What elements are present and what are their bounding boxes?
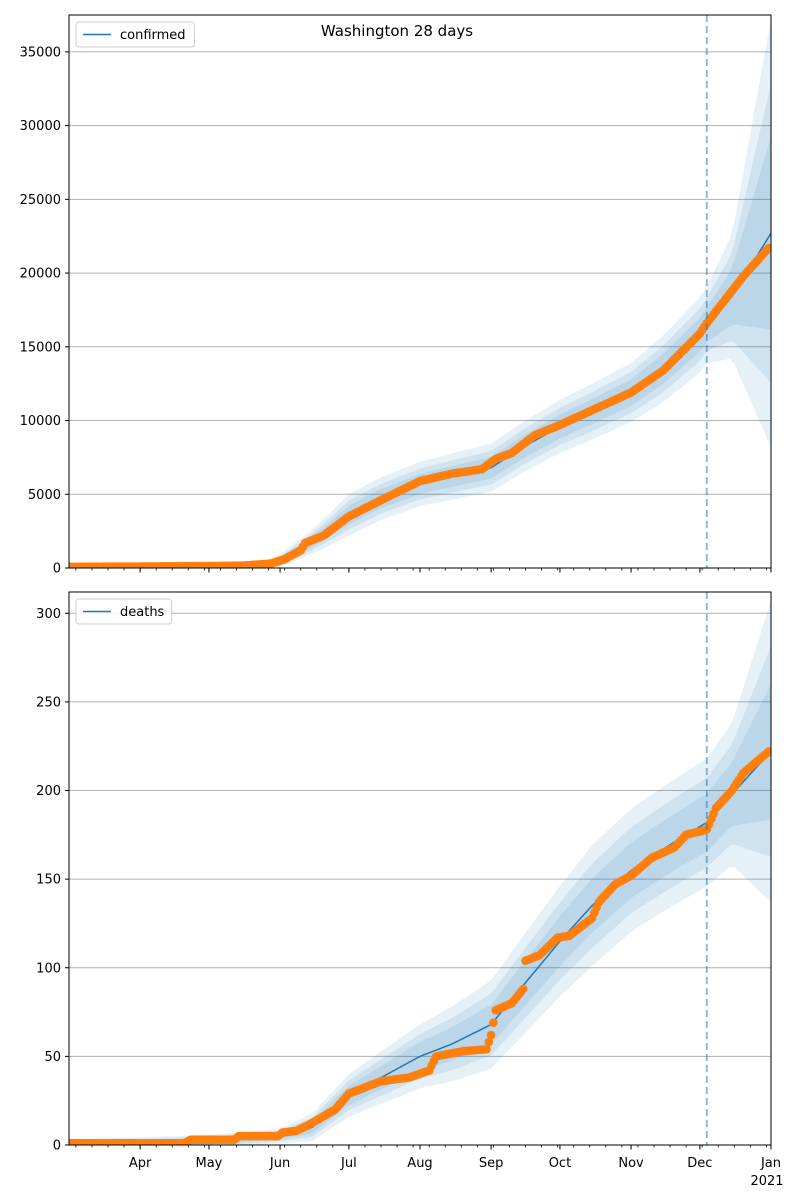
y-tick-label: 5000	[28, 488, 61, 503]
observed-point	[764, 747, 771, 756]
plot-area	[69, 600, 771, 1145]
deaths-panel: 0 50 100 150 200 250 300 Apr May Jun Jul Aug Sep Oct N…	[36, 591, 784, 1189]
figure-title: Washington 28 days	[321, 22, 473, 40]
observed-point	[482, 1045, 491, 1054]
fit-line-confirmed	[69, 232, 771, 568]
y-tick-label: 50	[44, 1050, 61, 1065]
y-tick-label: 20000	[20, 267, 61, 282]
uncertainty-band-3	[69, 683, 771, 1145]
y-tick-label: 200	[36, 784, 61, 799]
legend-box	[75, 21, 195, 48]
axes-frame	[68, 14, 772, 569]
x-tick-label: Apr	[129, 1156, 152, 1171]
y-tick-label: 250	[36, 695, 61, 710]
legend-label: confirmed	[120, 28, 186, 43]
uncertainty-band-2	[69, 646, 771, 1145]
legend: confirmed	[75, 21, 195, 48]
y-tick-label: 0	[53, 1139, 61, 1154]
confirmed-panel: 0 5000 10000 15000 20000 25000 30000 35000 confi…	[20, 14, 772, 577]
y-tick-label: 25000	[20, 193, 61, 208]
observed-points	[69, 243, 771, 568]
y-tick-label: 100	[36, 961, 61, 976]
legend-label: deaths	[120, 605, 165, 620]
axes-frame	[68, 591, 772, 1146]
x-tick-label: Jul	[340, 1156, 357, 1171]
y-tick-label: 10000	[20, 414, 61, 429]
x-tick-label: Jun	[269, 1156, 290, 1171]
y-tick-label: 150	[36, 873, 61, 888]
legend-box	[75, 598, 173, 625]
y-tick-label: 30000	[20, 119, 61, 134]
plot-area	[69, 19, 771, 568]
observed-point	[518, 984, 528, 994]
x-tick-label: Nov	[618, 1156, 644, 1171]
x-year-label: 2021	[750, 1174, 783, 1189]
x-tick-label: Jan	[760, 1156, 781, 1171]
y-tick-label: 35000	[20, 45, 61, 60]
uncertainty-band-2	[69, 83, 771, 568]
observed-point	[484, 1037, 494, 1047]
x-tick-label: May	[195, 1156, 222, 1171]
y-tick-label: 0	[53, 562, 61, 577]
y-tick-label: 15000	[20, 340, 61, 355]
observed-point	[486, 1030, 496, 1040]
observed-point	[764, 243, 771, 253]
legend: deaths	[75, 598, 173, 625]
x-tick-label: Aug	[407, 1156, 432, 1171]
observed-point	[489, 1018, 498, 1027]
x-tick-label: Oct	[549, 1156, 571, 1171]
uncertainty-band-1	[69, 19, 771, 568]
y-tick-label: 300	[36, 607, 61, 622]
x-tick-label: Dec	[687, 1156, 712, 1171]
x-tick-label: Sep	[479, 1156, 504, 1171]
observed-points	[69, 747, 771, 1145]
